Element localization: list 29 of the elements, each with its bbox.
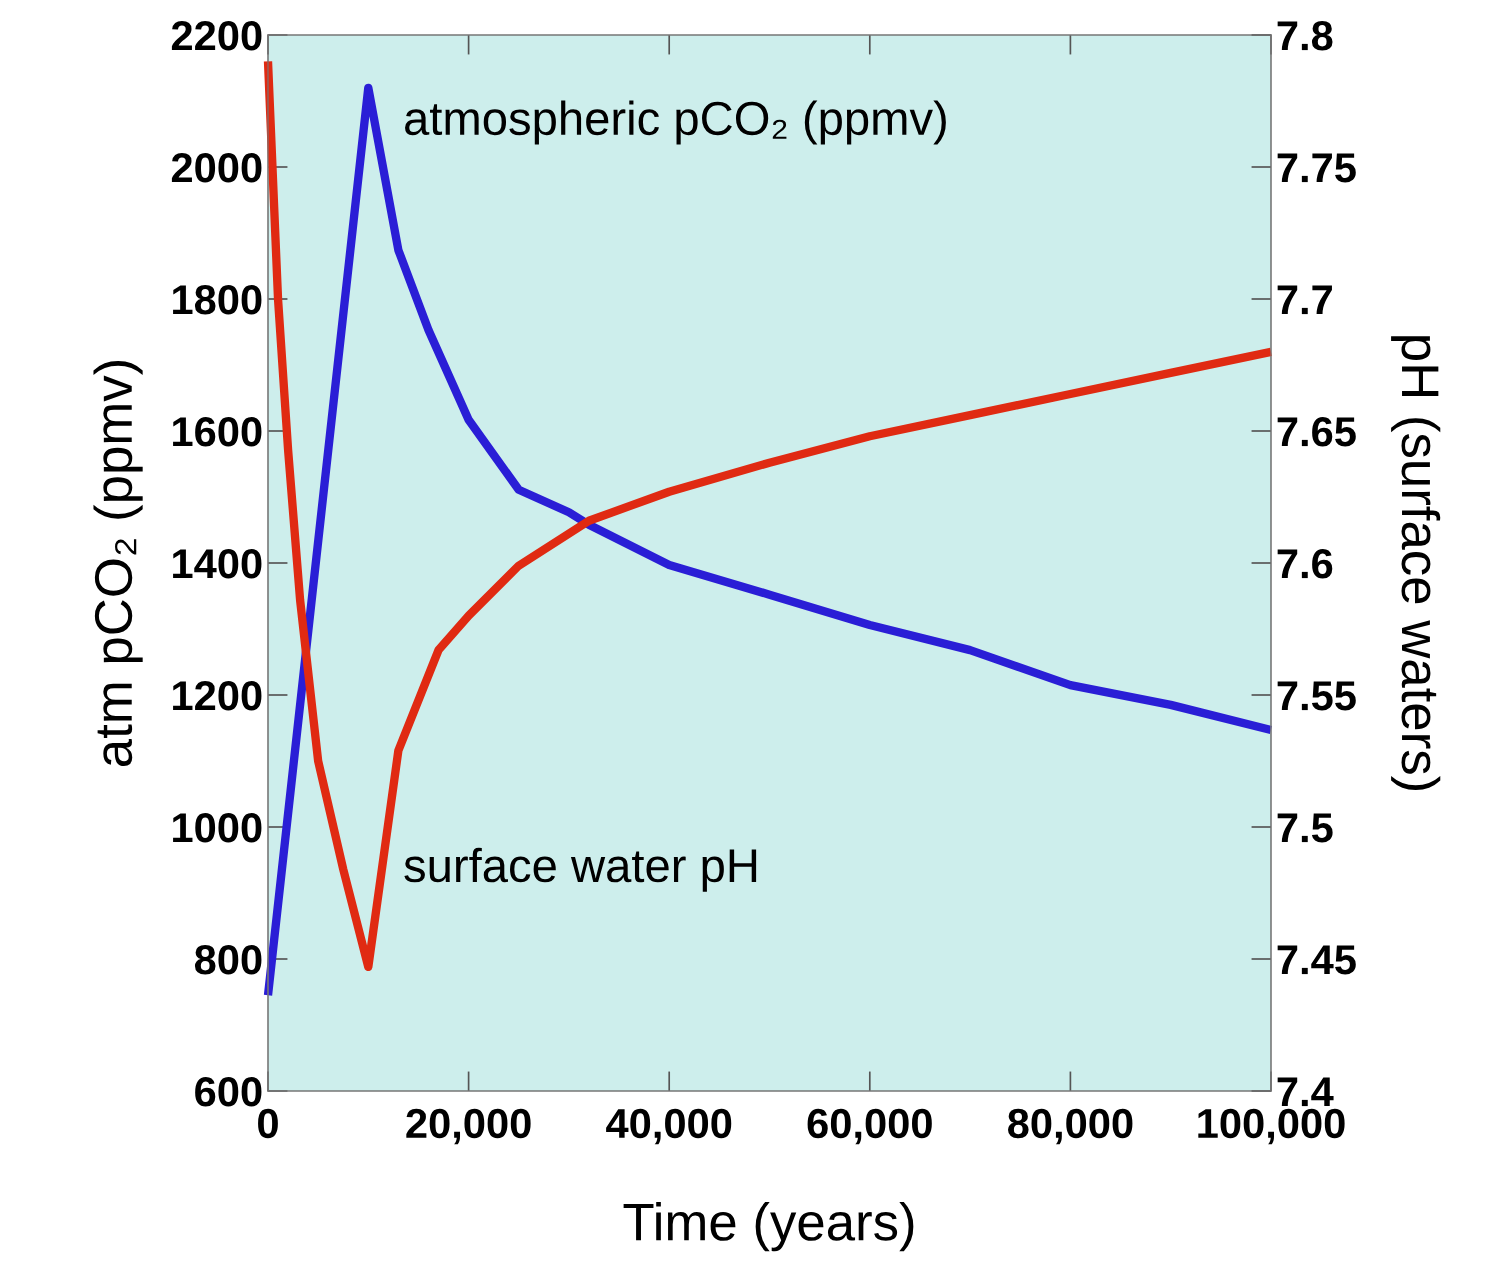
y-tick-label: 2000 — [171, 153, 262, 183]
x-tick-label: 100,000 — [1198, 1108, 1345, 1145]
y-tick-label: 600 — [195, 1077, 262, 1107]
y2-tick-label: 7.65 — [1277, 417, 1356, 447]
y2-tick-label: 7.55 — [1277, 681, 1356, 711]
x-tick-label: 0 — [258, 1108, 278, 1139]
y-tick-label: 1400 — [173, 549, 262, 579]
y-tick-label: 1000 — [173, 813, 262, 843]
y-tick-label: 1200 — [173, 681, 262, 711]
y-tick-label: 1600 — [173, 417, 262, 447]
y2-tick-label: 7.7 — [1277, 285, 1332, 315]
x-tick-label: 80,000 — [1008, 1108, 1133, 1145]
series-label: atmospheric pCO₂ (ppmv) — [405, 100, 946, 145]
y2-tick-label: 7.5 — [1277, 813, 1333, 843]
y2-tick-label: 7.8 — [1277, 21, 1333, 51]
x-tick-label: 40,000 — [606, 1108, 732, 1145]
y-tick-label: 800 — [194, 945, 262, 975]
y2-tick-label: 7.45 — [1277, 945, 1356, 975]
y2-tick-label: 7.75 — [1277, 153, 1356, 183]
x-axis-title: Time (years) — [623, 1202, 914, 1252]
x-tick-label: 20,000 — [406, 1108, 531, 1145]
y-axis-title: atm pCO₂ (ppmv) — [93, 361, 143, 766]
y2-tick-label: 7.4 — [1277, 1077, 1334, 1107]
y-tick-label: 1800 — [173, 285, 262, 315]
x-tick-label: 60,000 — [807, 1108, 932, 1145]
y-tick-label: 2200 — [171, 21, 262, 51]
y2-axis-title: pH (surface waters) — [1391, 336, 1441, 790]
series-label: surface water pH — [404, 847, 757, 892]
y2-tick-label: 7.6 — [1277, 549, 1333, 579]
